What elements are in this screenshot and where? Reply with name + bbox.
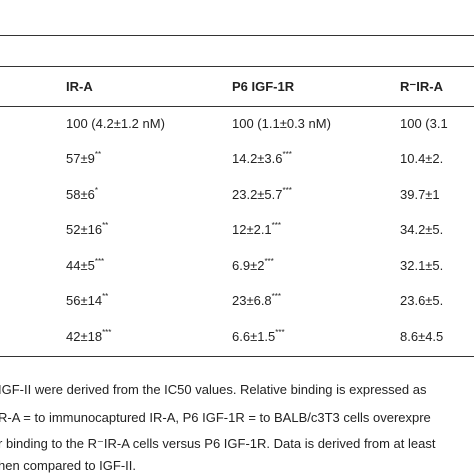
significance: * <box>94 186 98 195</box>
significance: *** <box>102 328 112 337</box>
footnote: r binding to the R⁻IR-A cells versus P6 … <box>0 436 436 451</box>
footnote: R-A = to immunocaptured IR-A, P6 IGF-1R … <box>0 410 431 425</box>
table-cell: 6.9±2*** <box>232 258 274 274</box>
significance: *** <box>94 257 105 266</box>
cell-value: 100 (4.2±1.2 nM) <box>66 116 165 131</box>
cell-value: 23.2±5.7 <box>232 187 283 202</box>
cell-value: 14.2±3.6 <box>232 151 283 166</box>
table-cell: 44±5*** <box>66 258 104 274</box>
table-cell: 32.1±5. <box>400 258 443 274</box>
column-header: R⁻IR-A <box>400 79 443 94</box>
table-cell: 100 (3.1 <box>400 116 448 132</box>
table-cell: 100 (4.2±1.2 nM) <box>66 116 165 132</box>
cell-value: 39.7±1 <box>400 187 440 202</box>
significance: *** <box>271 292 282 301</box>
cell-value: 23±6.8 <box>232 293 272 308</box>
top-rule <box>0 35 474 36</box>
table-cell: 34.2±5. <box>400 222 443 238</box>
cell-value: 52±16 <box>66 222 103 237</box>
table-cell: 14.2±3.6*** <box>232 151 292 167</box>
header-rule <box>0 66 474 67</box>
table-cell: 23.2±5.7*** <box>232 187 292 203</box>
cell-value: 56±14 <box>66 293 103 308</box>
significance: *** <box>271 221 282 230</box>
cell-value: 42±18 <box>66 329 103 344</box>
cell-value: 6.6±1.5 <box>232 329 276 344</box>
significance: *** <box>282 150 292 159</box>
table-cell: 100 (1.1±0.3 nM) <box>232 116 331 132</box>
significance: ** <box>102 292 109 301</box>
table-cell: 56±14** <box>66 293 108 309</box>
cell-value: 34.2±5. <box>400 222 444 237</box>
table-cell: 8.6±4.5 <box>400 329 443 345</box>
table-cell: 12±2.1*** <box>232 222 281 238</box>
cell-value: 32.1±5. <box>400 258 444 273</box>
cell-value: 44±5 <box>66 258 95 273</box>
cell-value: 12±2.1 <box>232 222 272 237</box>
cell-value: 23.6±5. <box>400 293 444 308</box>
cell-value: 6.9±2 <box>232 258 265 273</box>
significance: ** <box>102 221 109 230</box>
column-header: IR-A <box>66 79 93 94</box>
significance: ** <box>94 150 102 159</box>
table-cell: 42±18*** <box>66 329 111 345</box>
table-cell: 10.4±2. <box>400 151 443 167</box>
significance: *** <box>282 186 292 195</box>
table-cell: 23±6.8*** <box>232 293 281 309</box>
footnote: IGF-II were derived from the IC50 values… <box>0 382 427 397</box>
table-cell: 52±16** <box>66 222 108 238</box>
cell-value: 8.6±4.5 <box>400 329 444 344</box>
cell-value: 10.4±2. <box>400 151 444 166</box>
significance: *** <box>264 257 274 266</box>
cell-value: 57±9 <box>66 151 95 166</box>
table-cell: 58±6* <box>66 187 98 203</box>
table-cell: 6.6±1.5*** <box>232 329 285 345</box>
header-bottom-rule <box>0 106 474 107</box>
cell-value: 100 (3.1 <box>400 116 448 131</box>
table-cell: 23.6±5. <box>400 293 443 309</box>
table-cell: 39.7±1 <box>400 187 440 203</box>
significance: *** <box>275 328 285 337</box>
bottom-rule <box>0 356 474 357</box>
column-header: P6 IGF-1R <box>232 79 295 94</box>
cell-value: 58±6 <box>66 187 95 202</box>
footnote: hen compared to IGF-II. <box>0 458 137 473</box>
cell-value: 100 (1.1±0.3 nM) <box>232 116 331 131</box>
table-cell: 57±9** <box>66 151 101 167</box>
